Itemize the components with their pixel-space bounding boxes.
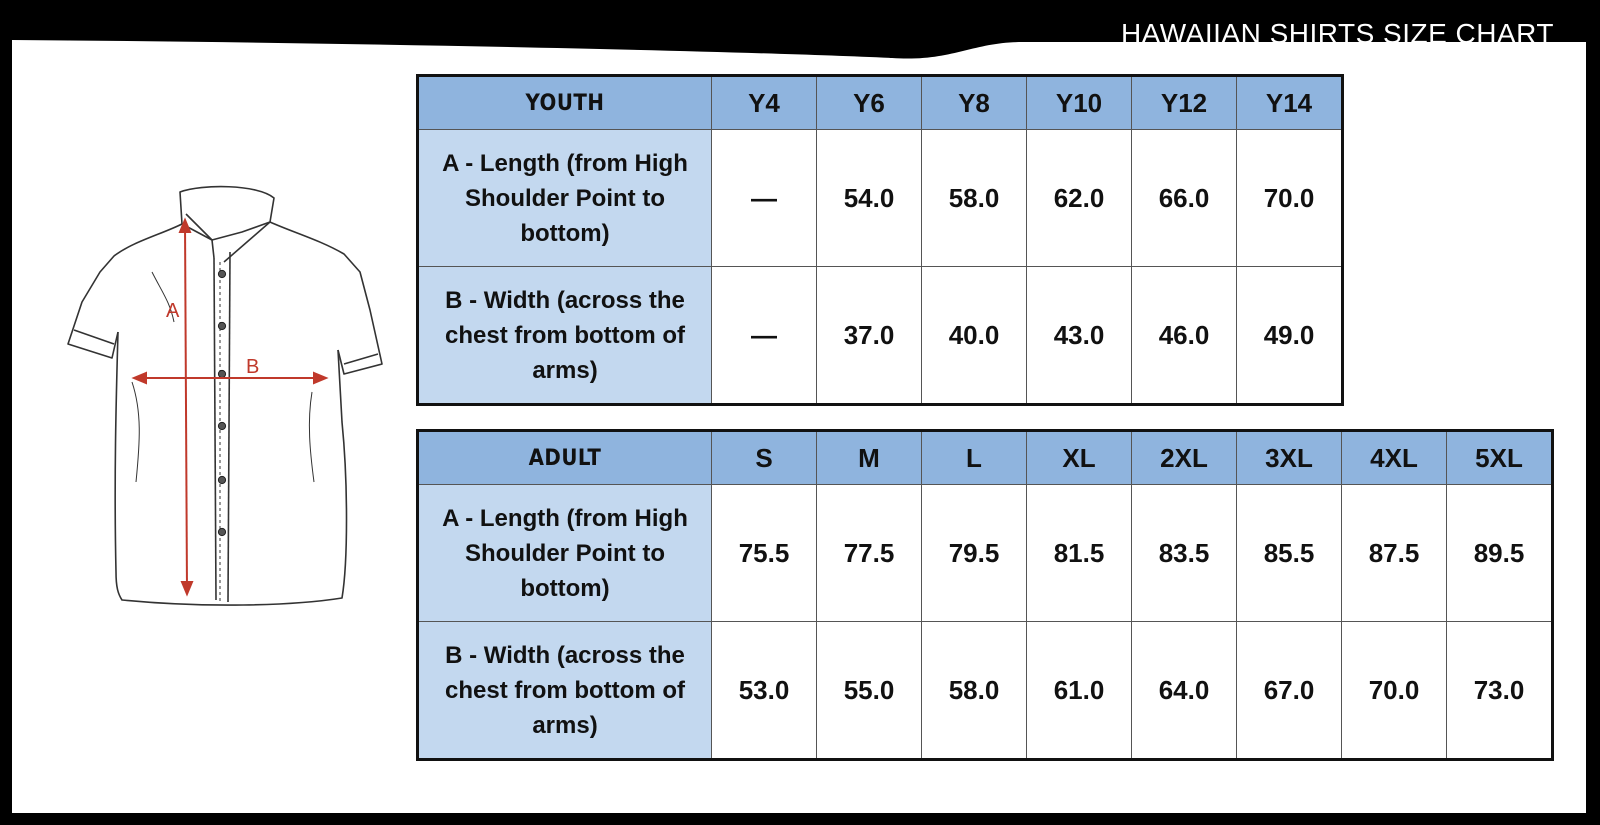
title-banner xyxy=(12,12,1586,59)
adult-size-header: XL xyxy=(1026,430,1132,485)
adult-size-header: M xyxy=(816,430,922,485)
youth-width-row: B - Width (across the chest from bottom … xyxy=(417,266,1343,405)
chart-panel: HAWAIIAN SHIRTS SIZE CHART xyxy=(12,12,1586,813)
chart-title: HAWAIIAN SHIRTS SIZE CHART xyxy=(1120,18,1554,49)
adult-size-header: 3XL xyxy=(1236,430,1342,485)
table-cell: 46.0 xyxy=(1131,266,1237,405)
table-cell: 37.0 xyxy=(816,266,922,405)
youth-size-header: Y4 xyxy=(711,75,817,130)
table-cell: 61.0 xyxy=(1026,621,1132,760)
table-cell: 89.5 xyxy=(1446,484,1553,622)
youth-size-header: Y8 xyxy=(921,75,1027,130)
row-label-length: A - Length (from High Shoulder Point to … xyxy=(417,484,712,622)
table-cell: 70.0 xyxy=(1341,621,1447,760)
table-cell: 79.5 xyxy=(921,484,1027,622)
table-cell: 40.0 xyxy=(921,266,1027,405)
youth-header-label: YOUTH xyxy=(417,75,712,130)
table-cell: — xyxy=(711,129,817,267)
table-cell: 49.0 xyxy=(1236,266,1343,405)
table-cell: 83.5 xyxy=(1131,484,1237,622)
youth-size-table: YOUTH Y4 Y6 Y8 Y10 Y12 Y14 A - Length (f… xyxy=(416,74,1344,406)
adult-header-row: ADULT S M L XL 2XL 3XL 4XL 5XL xyxy=(417,430,1553,485)
table-cell: 43.0 xyxy=(1026,266,1132,405)
table-cell: 62.0 xyxy=(1026,129,1132,267)
youth-size-header: Y12 xyxy=(1131,75,1237,130)
adult-size-header: S xyxy=(711,430,817,485)
table-cell: 70.0 xyxy=(1236,129,1343,267)
adult-size-header: L xyxy=(921,430,1027,485)
adult-width-row: B - Width (across the chest from bottom … xyxy=(417,621,1553,760)
table-cell: 53.0 xyxy=(711,621,817,760)
table-cell: 58.0 xyxy=(921,129,1027,267)
adult-size-header: 4XL xyxy=(1341,430,1447,485)
youth-length-row: A - Length (from High Shoulder Point to … xyxy=(417,129,1343,267)
table-cell: 87.5 xyxy=(1341,484,1447,622)
table-cell: 75.5 xyxy=(711,484,817,622)
table-cell: 66.0 xyxy=(1131,129,1237,267)
youth-size-header: Y6 xyxy=(816,75,922,130)
table-cell: 81.5 xyxy=(1026,484,1132,622)
adult-size-header: 2XL xyxy=(1131,430,1237,485)
measure-label-a: A xyxy=(166,300,180,322)
table-cell: 54.0 xyxy=(816,129,922,267)
table-cell: 55.0 xyxy=(816,621,922,760)
shirt-diagram: A B xyxy=(67,185,383,606)
adult-length-row: A - Length (from High Shoulder Point to … xyxy=(417,484,1553,622)
measure-label-b: B xyxy=(246,356,259,378)
adult-size-table: ADULT S M L XL 2XL 3XL 4XL 5XL A - Lengt… xyxy=(416,429,1554,761)
table-cell: 58.0 xyxy=(921,621,1027,760)
table-cell: 73.0 xyxy=(1446,621,1553,760)
row-label-width: B - Width (across the chest from bottom … xyxy=(417,266,712,405)
table-cell: — xyxy=(711,266,817,405)
adult-header-label: ADULT xyxy=(417,430,712,485)
table-cell: 85.5 xyxy=(1236,484,1342,622)
adult-size-header: 5XL xyxy=(1446,430,1553,485)
table-cell: 77.5 xyxy=(816,484,922,622)
table-cell: 67.0 xyxy=(1236,621,1342,760)
row-label-length: A - Length (from High Shoulder Point to … xyxy=(417,129,712,267)
table-cell: 64.0 xyxy=(1131,621,1237,760)
youth-header-row: YOUTH Y4 Y6 Y8 Y10 Y12 Y14 xyxy=(417,75,1343,130)
row-label-width: B - Width (across the chest from bottom … xyxy=(417,621,712,760)
youth-size-header: Y14 xyxy=(1236,75,1343,130)
youth-size-header: Y10 xyxy=(1026,75,1132,130)
